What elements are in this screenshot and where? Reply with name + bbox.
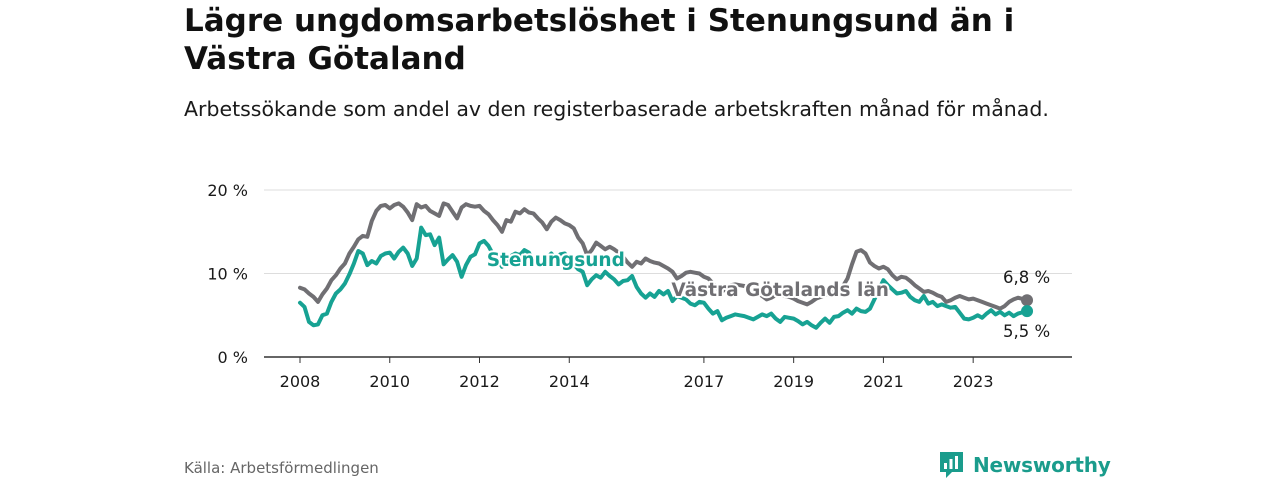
- series-line-stenungsund: [298, 225, 1029, 330]
- x-tick-label: 2017: [684, 372, 725, 391]
- series-end-label: 5,5 %: [1003, 322, 1050, 341]
- x-tick-label: 2012: [459, 372, 500, 391]
- series-end-marker: [1021, 294, 1034, 307]
- bar-chart-logo-icon: [940, 452, 963, 478]
- x-tick-label: 2019: [773, 372, 814, 391]
- y-tick-label: 0 %: [218, 348, 248, 367]
- grid-lines: [264, 189, 1072, 358]
- series-annotation: Västra Götalands län: [671, 280, 889, 301]
- x-tick-label: 2021: [863, 372, 904, 391]
- chart-title: Lägre ungdomsarbetslöshet i Stenungsund …: [184, 3, 1015, 77]
- series-annotation: Stenungsund: [487, 250, 625, 271]
- source-note: Källa: Arbetsförmedlingen: [184, 459, 379, 477]
- x-tick-label: 2008: [280, 372, 321, 391]
- y-tick-label: 20 %: [207, 181, 248, 200]
- y-axis-tick-labels: 0 % 10 % 20 %: [207, 181, 248, 367]
- series-lines: [298, 201, 1034, 330]
- x-tick-label: 2010: [369, 372, 410, 391]
- series-end-label: 6,8 %: [1003, 268, 1050, 287]
- series-line-vastra-gotaland: [298, 201, 1029, 311]
- line-chart: 0 % 10 % 20 % 2008 2010 2012 2014 2017 2019 2021…: [207, 181, 1072, 391]
- chart-subtitle: Arbetssökande som andel av den registerb…: [184, 97, 1049, 121]
- series-end-marker: [1021, 305, 1034, 318]
- x-tick-label: 2023: [953, 372, 994, 391]
- y-tick-label: 10 %: [207, 265, 248, 284]
- x-tick-label: 2014: [549, 372, 590, 391]
- brand-name: Newsworthy: [973, 453, 1111, 477]
- x-axis-tick-labels: 2008 2010 2012 2014 2017 2019 2021 2023: [280, 357, 994, 391]
- annotations: 6,8 % 5,5 % Stenungsund Västra Götalands lä…: [485, 248, 1050, 341]
- brand-logo[interactable]: Newsworthy: [938, 449, 1111, 481]
